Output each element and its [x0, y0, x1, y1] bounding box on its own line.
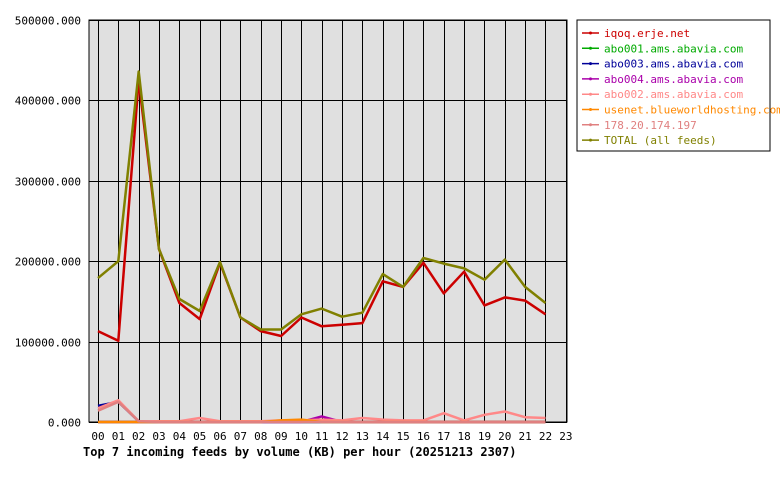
x-tick-label: 09 [274, 430, 287, 443]
x-tick-label: 17 [437, 430, 450, 443]
legend-label: iqoq.erje.net [604, 27, 690, 40]
x-tick-label: 14 [376, 430, 390, 443]
x-tick-label: 21 [519, 430, 532, 443]
legend-label: abo002.ams.abavia.com [604, 88, 743, 101]
legend-label: usenet.blueworldhosting.com [604, 104, 780, 117]
series-line [97, 70, 547, 331]
y-tick-label: 400000.000 [15, 95, 81, 108]
y-tick-label: 300000.000 [15, 176, 81, 189]
legend-marker [589, 123, 592, 127]
x-tick-label: 01 [112, 430, 125, 443]
x-tick-label: 19 [478, 430, 491, 443]
legend-marker [589, 77, 592, 81]
x-tick-label: 02 [132, 430, 145, 443]
x-tick-label: 13 [356, 430, 369, 443]
x-tick-label: 23 [559, 430, 572, 443]
x-tick-label: 07 [234, 430, 247, 443]
x-tick-label: 00 [91, 430, 104, 443]
x-tick-label: 12 [335, 430, 348, 443]
x-tick-label: 20 [498, 430, 511, 443]
y-tick-label: 200000.000 [15, 256, 81, 269]
y-tick-label: 100000.000 [15, 337, 81, 350]
y-tick-label: 0.000 [48, 417, 81, 430]
legend-marker [589, 46, 592, 50]
legend-label: abo003.ams.abavia.com [604, 58, 743, 71]
x-tick-label: 16 [417, 430, 430, 443]
series-lines [97, 70, 547, 424]
y-axis-ticks: 0.000 100000.000 200000.000 300000.000 40000… [15, 15, 81, 430]
x-tick-label: 22 [539, 430, 552, 443]
x-tick-label: 08 [254, 430, 267, 443]
x-tick-label: 03 [152, 430, 165, 443]
x-tick-label: 15 [396, 430, 409, 443]
legend-label: abo004.ams.abavia.com [604, 73, 743, 86]
legend-box [576, 19, 771, 152]
x-tick-label: 05 [193, 430, 206, 443]
legend-label: abo001.ams.abavia.com [604, 42, 743, 55]
legend-label: 178.20.174.197 [604, 119, 697, 132]
legend-marker [589, 138, 592, 142]
x-tick-label: 18 [458, 430, 471, 443]
legend-marker [589, 108, 592, 111]
x-tick-label: 11 [315, 430, 328, 443]
x-tick-label: 10 [295, 430, 308, 443]
x-tick-label: 04 [173, 430, 187, 443]
legend-label: TOTAL (all feeds) [604, 134, 717, 147]
y-tick-label: 500000.000 [15, 15, 81, 28]
legend-marker [589, 62, 592, 66]
legend: iqoq.erje.net abo001.ams.abavia.com abo003… [582, 27, 780, 147]
chart-title: Top 7 incoming feeds by volume (KB) per … [83, 445, 516, 459]
series-line [97, 400, 546, 424]
x-axis-ticks: 00 01 02 03 04 05 06 07 08 09 10 11 12 13 14 15 16 17 18 19… [91, 430, 572, 443]
legend-marker [589, 31, 592, 35]
plot-area [88, 19, 568, 423]
legend-marker [589, 92, 592, 96]
x-tick-label: 06 [213, 430, 226, 443]
